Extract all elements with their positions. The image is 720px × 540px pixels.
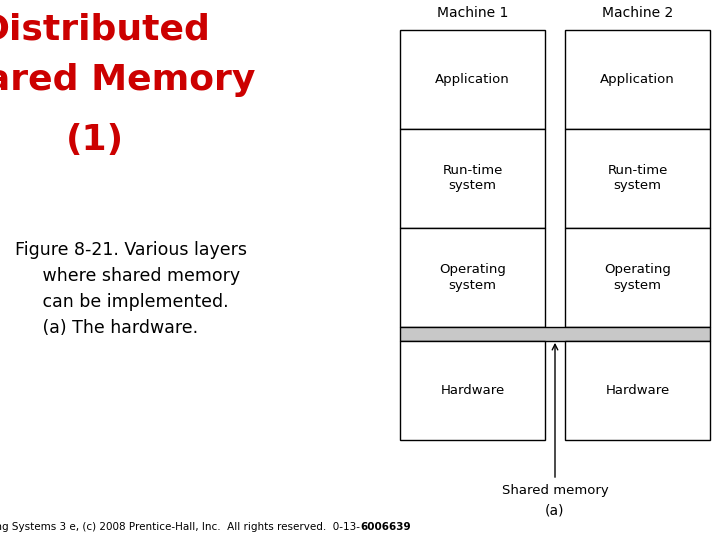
Bar bbox=[565, 129, 710, 228]
Text: Run-time
system: Run-time system bbox=[607, 165, 667, 192]
Bar bbox=[400, 129, 545, 228]
Text: can be implemented.: can be implemented. bbox=[15, 293, 229, 311]
Text: Application: Application bbox=[435, 73, 510, 86]
Text: Operating
system: Operating system bbox=[604, 264, 671, 292]
Text: (1): (1) bbox=[66, 123, 124, 157]
Text: (a): (a) bbox=[545, 503, 564, 517]
Text: (a) The hardware.: (a) The hardware. bbox=[15, 319, 198, 337]
Bar bbox=[565, 30, 710, 129]
Bar bbox=[565, 341, 710, 440]
Text: Application: Application bbox=[600, 73, 675, 86]
Bar bbox=[400, 341, 545, 440]
Text: Run-time
system: Run-time system bbox=[442, 165, 503, 192]
Bar bbox=[400, 228, 545, 327]
Text: Figure 8-21. Various layers: Figure 8-21. Various layers bbox=[15, 241, 247, 259]
Bar bbox=[565, 228, 710, 327]
Text: Shared memory: Shared memory bbox=[502, 484, 608, 497]
Bar bbox=[400, 30, 545, 129]
Text: Distributed: Distributed bbox=[0, 13, 210, 47]
Text: Machine 1: Machine 1 bbox=[437, 6, 508, 20]
Text: Shared Memory: Shared Memory bbox=[0, 63, 256, 97]
Text: Operating
system: Operating system bbox=[439, 264, 506, 292]
Text: Hardware: Hardware bbox=[606, 384, 670, 397]
Text: Hardware: Hardware bbox=[441, 384, 505, 397]
Text: where shared memory: where shared memory bbox=[15, 267, 240, 285]
Bar bbox=[400, 327, 710, 341]
Text: Tanenbaum, Modern Operating Systems 3 e, (c) 2008 Prentice-Hall, Inc.  All right: Tanenbaum, Modern Operating Systems 3 e,… bbox=[0, 522, 360, 532]
Text: 6006639: 6006639 bbox=[360, 522, 410, 532]
Text: Machine 2: Machine 2 bbox=[602, 6, 673, 20]
